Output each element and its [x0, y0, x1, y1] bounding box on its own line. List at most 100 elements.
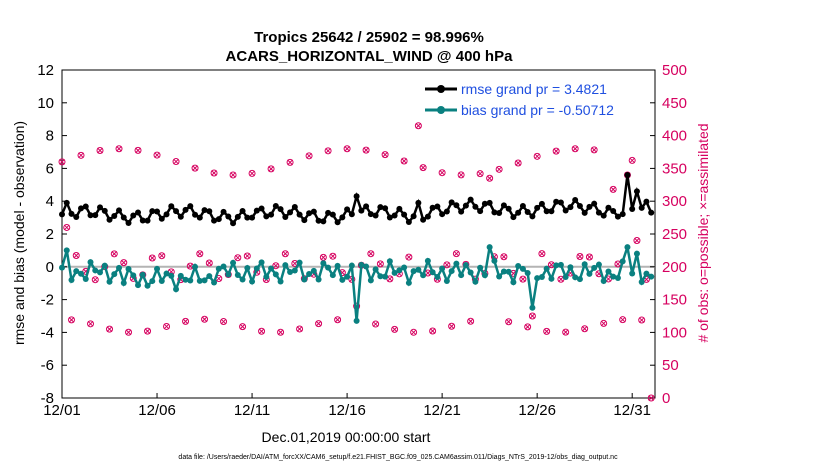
obs-assimilated-marker [144, 328, 151, 334]
bias-data-point [348, 262, 355, 269]
bias-data-point [334, 262, 341, 269]
obs-assimilated-marker [59, 158, 65, 165]
obs-assimilated-marker [182, 318, 189, 325]
obs-possible-marker [248, 169, 256, 177]
rmse-data-point [605, 204, 612, 211]
y2-tick-label: 400 [662, 128, 687, 145]
rmse-data-point [401, 211, 408, 218]
obs-possible-marker [163, 322, 171, 330]
y-tick-label: 8 [46, 128, 54, 145]
obs-possible-marker [272, 262, 280, 270]
bias-data-point [230, 259, 237, 266]
rmse-data-point [192, 211, 199, 218]
rmse-data-point [272, 202, 279, 209]
obs-assimilated-marker [149, 255, 156, 261]
obs-assimilated-marker [63, 224, 70, 231]
bias-data-point [249, 278, 256, 285]
rmse-data-point [220, 208, 227, 215]
plot-area [61, 69, 656, 399]
bias-data-point [391, 269, 398, 276]
rmse-data-point [562, 207, 569, 214]
obs-assimilated-marker [258, 328, 265, 335]
bias-data-point [633, 250, 640, 257]
bias-data-point [196, 277, 203, 284]
y2-tick-label: 300 [662, 193, 687, 210]
rmse-data-point [301, 217, 308, 224]
rmse-data-point [553, 198, 560, 205]
chart-subtitle: ACARS_HORIZONTAL_WIND @ 400 hPa [226, 48, 514, 65]
obs-assimilated-marker [196, 250, 203, 257]
bias-data-point [315, 276, 322, 283]
bias-data-point [130, 272, 137, 279]
x-tick-label: 12/31 [613, 402, 651, 419]
obs-assimilated-marker [382, 151, 388, 158]
obs-assimilated-marker [277, 329, 284, 336]
obs-assimilated-marker [425, 270, 431, 276]
rmse-data-point [225, 213, 232, 220]
obs-assimilated-marker [648, 395, 655, 401]
rmse-data-point [154, 208, 161, 215]
rmse-data-point [92, 212, 99, 219]
bias-data-point [439, 265, 446, 272]
bias-data-point [638, 278, 645, 285]
obs-possible-marker [405, 253, 413, 261]
data-file-footnote: data file: /Users/raeder/DAI/ATM_forcXX/… [178, 454, 618, 461]
obs-possible-marker [120, 259, 128, 267]
bias-data-point [87, 259, 94, 266]
obs-possible-marker [533, 152, 541, 160]
rmse-data-point [239, 208, 246, 215]
obs-possible-marker [210, 169, 218, 177]
obs-possible-marker [419, 164, 427, 172]
y-tick-label: -6 [41, 357, 54, 374]
bias-data-point [154, 265, 161, 272]
rmse-data-point [567, 204, 574, 211]
obs-assimilated-marker [543, 328, 550, 335]
bias-data-point [144, 282, 151, 289]
bias-data-point [234, 272, 241, 279]
bias-data-point [139, 271, 146, 278]
obs-assimilated-marker [486, 175, 493, 182]
bias-data-point [111, 271, 118, 278]
obs-possible-marker [600, 319, 608, 327]
obs-assimilated-marker [154, 152, 160, 158]
obs-assimilated-marker [586, 254, 593, 260]
y2-axis-ticks: 0 50 100 150 200 250 300 350 400 450 500 [650, 62, 687, 407]
obs-assimilated-marker [329, 253, 336, 260]
bias-data-point [486, 244, 493, 251]
bias-data-point [477, 264, 484, 271]
obs-assimilated-marker [111, 250, 118, 257]
bias-data-point [515, 262, 522, 269]
obs-assimilated-marker [125, 329, 132, 336]
rmse-data-point [315, 217, 322, 224]
obs-assimilated-marker [477, 170, 483, 177]
obs-assimilated-marker [282, 250, 289, 257]
obs-possible-marker [182, 317, 190, 325]
obs-assimilated-marker [135, 147, 141, 154]
x-axis-ticks: 12/01 12/06 12/11 12/16 12/21 12/26 12/31 [43, 393, 651, 419]
obs-assimilated-marker [515, 160, 522, 166]
bias-data-point [310, 267, 317, 274]
obs-assimilated-marker [234, 254, 241, 261]
bias-data-point [325, 264, 332, 271]
bias-data-point [472, 278, 479, 285]
bias-data-point [481, 272, 488, 279]
obs-possible-marker [609, 185, 617, 193]
obs-possible-marker [87, 320, 95, 328]
bias-data-point [301, 276, 308, 283]
rmse-data-point [538, 200, 545, 207]
y2-tick-label: 200 [662, 259, 687, 276]
obs-assimilated-marker [539, 250, 545, 257]
obs-assimilated-marker [501, 253, 507, 260]
bias-data-point [225, 271, 232, 278]
rmse-data-point [386, 214, 393, 221]
obs-assimilated-marker [158, 252, 165, 259]
rmse-data-point [458, 208, 465, 215]
rmse-data-point [610, 208, 617, 215]
obs-possible-marker [647, 394, 655, 402]
bias-data-point [358, 261, 365, 268]
obs-assimilated-marker [615, 261, 621, 267]
rmse-data-point [158, 215, 165, 222]
rmse-data-point [420, 216, 427, 223]
y2-tick-label: 250 [662, 226, 687, 243]
